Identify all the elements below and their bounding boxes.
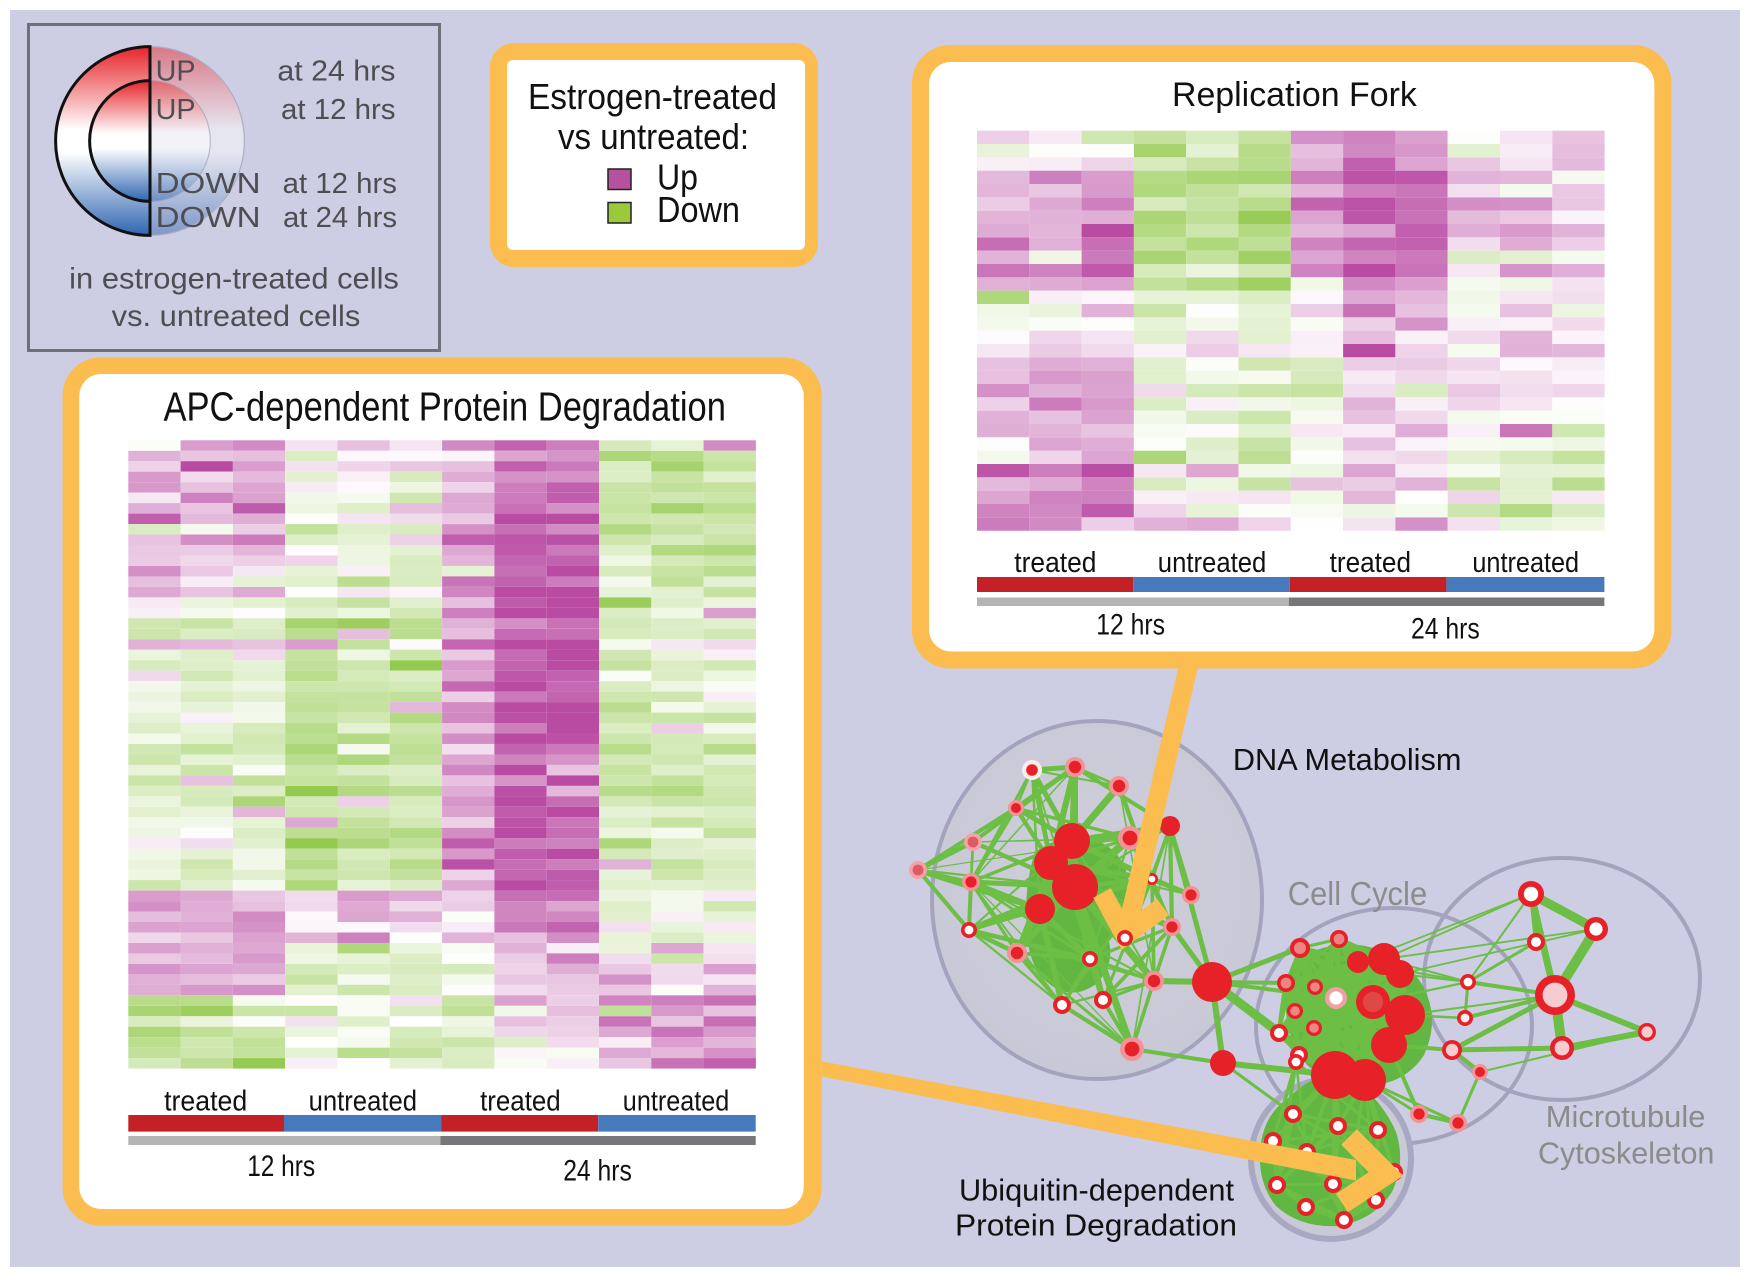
svg-text:APC-dependent Protein Degradat: APC-dependent Protein Degradation (164, 383, 726, 429)
svg-text:Up: Up (657, 157, 698, 198)
svg-text:Cell Cycle: Cell Cycle (1288, 875, 1428, 913)
svg-text:Protein Degradation: Protein Degradation (955, 1208, 1237, 1243)
svg-text:Estrogen-treated: Estrogen-treated (528, 76, 777, 117)
svg-text:12 hrs: 12 hrs (1096, 609, 1165, 642)
svg-text:12 hrs: 12 hrs (247, 1150, 315, 1183)
svg-text:Microtubule: Microtubule (1546, 1101, 1706, 1134)
svg-text:untreated: untreated (623, 1086, 730, 1118)
svg-text:at 24 hrs: at 24 hrs (277, 56, 395, 88)
svg-text:treated: treated (1014, 547, 1096, 579)
svg-text:UP: UP (156, 94, 196, 126)
svg-text:treated: treated (480, 1086, 561, 1118)
svg-text:treated: treated (1330, 547, 1411, 579)
svg-text:untreated: untreated (1472, 547, 1579, 579)
svg-text:Replication Fork: Replication Fork (1172, 76, 1417, 114)
svg-text:vs untreated:: vs untreated: (558, 116, 749, 157)
svg-text:at 12 hrs: at 12 hrs (281, 94, 396, 126)
svg-text:24 hrs: 24 hrs (563, 1154, 632, 1187)
svg-text:Ubiquitin-dependent: Ubiquitin-dependent (959, 1173, 1234, 1208)
svg-text:at 24 hrs: at 24 hrs (283, 202, 397, 234)
svg-text:DOWN: DOWN (156, 202, 261, 234)
svg-text:at 12 hrs: at 12 hrs (283, 168, 397, 200)
svg-text:untreated: untreated (1158, 547, 1267, 579)
svg-text:untreated: untreated (309, 1086, 417, 1118)
svg-text:in estrogen-treated cells: in estrogen-treated cells (69, 263, 399, 296)
svg-text:24 hrs: 24 hrs (1411, 612, 1480, 645)
svg-text:vs. untreated cells: vs. untreated cells (112, 300, 361, 333)
svg-text:Cytoskeleton: Cytoskeleton (1538, 1137, 1714, 1170)
svg-text:treated: treated (164, 1086, 247, 1118)
svg-text:Down: Down (657, 189, 740, 230)
svg-text:UP: UP (156, 56, 196, 88)
svg-text:DNA Metabolism: DNA Metabolism (1233, 742, 1462, 777)
svg-text:DOWN: DOWN (156, 168, 261, 200)
